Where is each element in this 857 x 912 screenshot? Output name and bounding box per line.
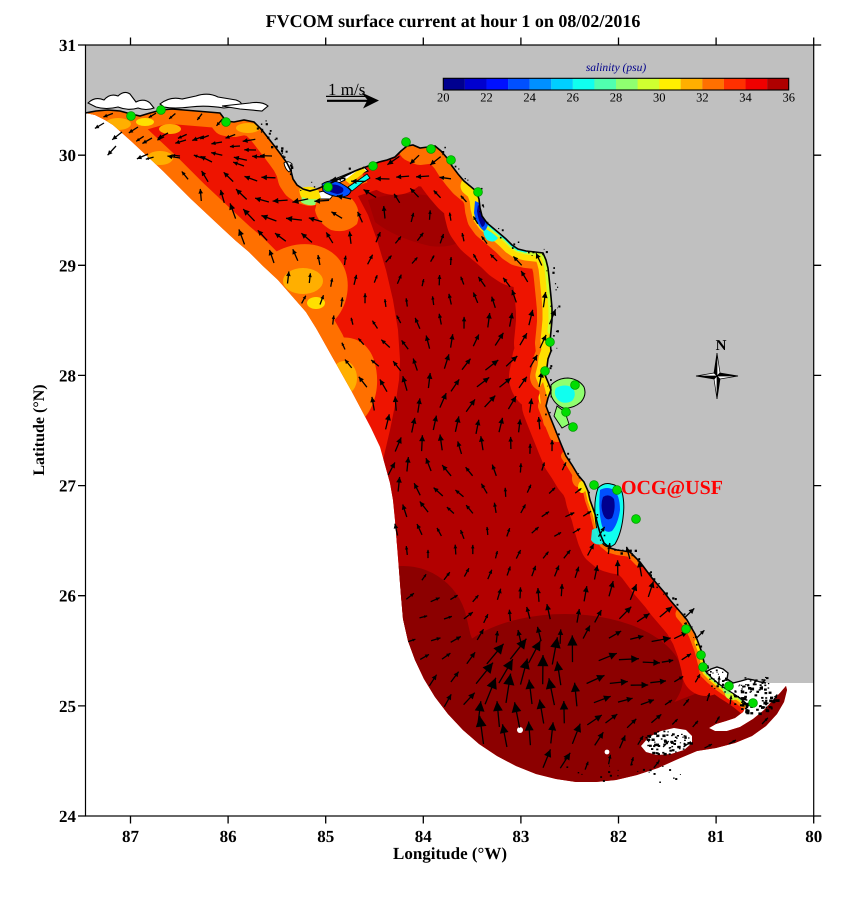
svg-text:28: 28 — [610, 91, 623, 105]
svg-text:salinity (psu): salinity (psu) — [586, 62, 647, 74]
svg-text:81: 81 — [708, 827, 725, 846]
svg-text:84: 84 — [415, 827, 433, 846]
svg-text:29: 29 — [59, 256, 76, 275]
svg-text:25: 25 — [59, 697, 76, 716]
svg-text:26: 26 — [59, 587, 76, 606]
svg-text:24: 24 — [59, 807, 77, 826]
svg-text:30: 30 — [59, 146, 76, 165]
svg-text:31: 31 — [59, 36, 76, 55]
svg-text:N: N — [716, 338, 727, 354]
svg-text:1 m/s: 1 m/s — [328, 80, 365, 99]
svg-text:82: 82 — [610, 827, 627, 846]
svg-text:Latitude (°N): Latitude (°N) — [31, 384, 48, 475]
svg-text:36: 36 — [782, 91, 795, 105]
svg-text:30: 30 — [653, 91, 666, 105]
svg-text:22: 22 — [480, 91, 493, 105]
svg-text:26: 26 — [567, 91, 580, 105]
svg-text:32: 32 — [696, 91, 709, 105]
svg-text:86: 86 — [220, 827, 237, 846]
svg-text:83: 83 — [512, 827, 529, 846]
svg-text:Longitude (°W): Longitude (°W) — [393, 844, 507, 863]
svg-text:80: 80 — [805, 827, 822, 846]
svg-text:OCG@USF: OCG@USF — [621, 477, 723, 499]
svg-text:27: 27 — [59, 477, 77, 496]
svg-text:34: 34 — [739, 91, 752, 105]
svg-text:24: 24 — [523, 91, 536, 105]
svg-text:87: 87 — [122, 827, 140, 846]
svg-text:28: 28 — [59, 366, 76, 385]
svg-text:85: 85 — [317, 827, 334, 846]
svg-text:FVCOM surface current at hour: FVCOM surface current at hour 1 on 08/02… — [266, 11, 641, 31]
svg-text:20: 20 — [437, 91, 450, 105]
